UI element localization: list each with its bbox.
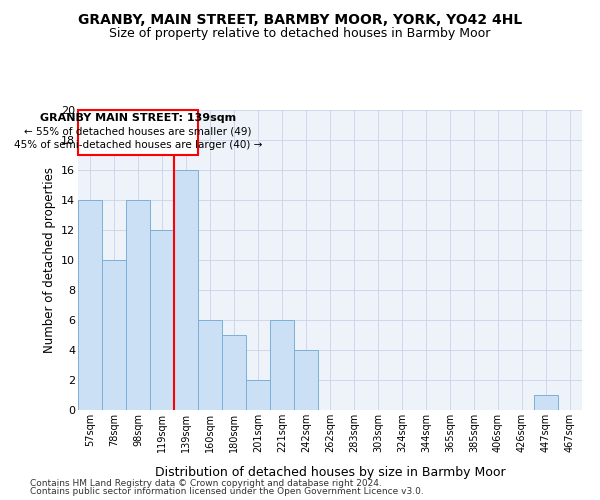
- Bar: [270, 320, 294, 410]
- Bar: [294, 350, 318, 410]
- Text: Contains public sector information licensed under the Open Government Licence v3: Contains public sector information licen…: [30, 487, 424, 496]
- Text: ← 55% of detached houses are smaller (49): ← 55% of detached houses are smaller (49…: [24, 126, 252, 136]
- X-axis label: Distribution of detached houses by size in Barmby Moor: Distribution of detached houses by size …: [155, 466, 505, 479]
- Bar: [102, 260, 126, 410]
- Text: Size of property relative to detached houses in Barmby Moor: Size of property relative to detached ho…: [109, 28, 491, 40]
- Bar: [78, 110, 198, 155]
- Text: 45% of semi-detached houses are larger (40) →: 45% of semi-detached houses are larger (…: [14, 140, 262, 150]
- Bar: [198, 320, 222, 410]
- Bar: [126, 200, 150, 410]
- Bar: [534, 395, 558, 410]
- Y-axis label: Number of detached properties: Number of detached properties: [43, 167, 56, 353]
- Bar: [174, 170, 198, 410]
- Bar: [78, 200, 102, 410]
- Bar: [246, 380, 270, 410]
- Text: GRANBY, MAIN STREET, BARMBY MOOR, YORK, YO42 4HL: GRANBY, MAIN STREET, BARMBY MOOR, YORK, …: [78, 12, 522, 26]
- Bar: [150, 230, 174, 410]
- Bar: [222, 335, 246, 410]
- Text: Contains HM Land Registry data © Crown copyright and database right 2024.: Contains HM Land Registry data © Crown c…: [30, 478, 382, 488]
- Text: GRANBY MAIN STREET: 139sqm: GRANBY MAIN STREET: 139sqm: [40, 114, 236, 123]
